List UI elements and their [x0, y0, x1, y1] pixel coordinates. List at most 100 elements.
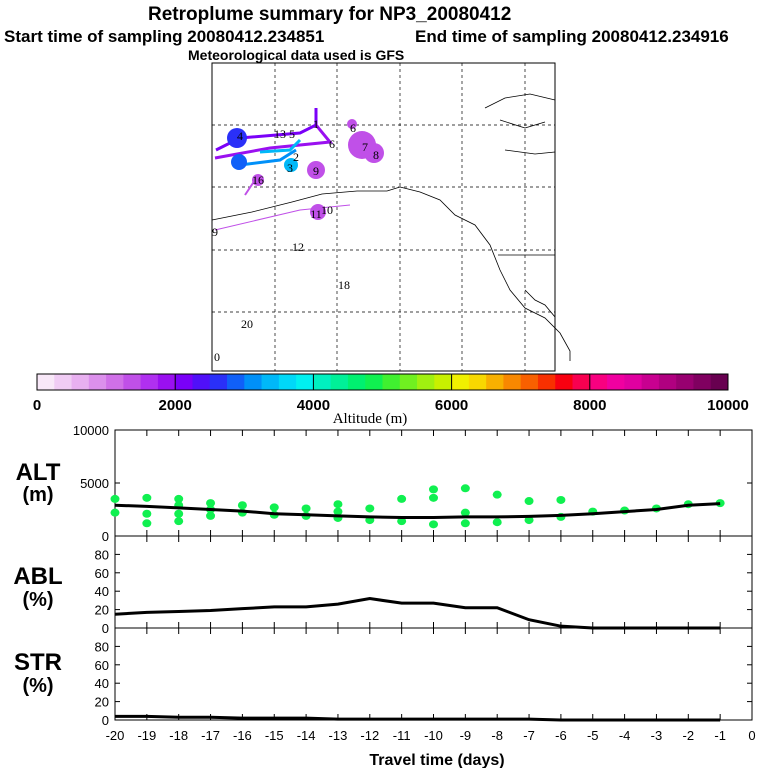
- altitude-cluster-point: [429, 520, 438, 529]
- altitude-cluster-point: [460, 508, 470, 517]
- alt-panel-frame: [114, 429, 753, 537]
- colorbar-swatch: [106, 374, 124, 390]
- altitude-cluster-point: [524, 516, 534, 525]
- y-tick-label: 60: [95, 658, 109, 673]
- x-tick-label: -5: [587, 728, 599, 743]
- end-time-label: End time of sampling 20080412.234916: [415, 27, 729, 46]
- trajectory-line: [239, 148, 297, 167]
- alt-series-line: [114, 502, 721, 519]
- day-marker: 16: [252, 173, 264, 187]
- colorbar-swatch: [140, 374, 159, 390]
- plume-blob: [347, 119, 357, 129]
- altitude-colorbar: [36, 373, 729, 391]
- x-tick-label: -19: [137, 728, 156, 743]
- altitude-cluster-point: [301, 504, 311, 513]
- met-data-label: Meteorological data used is GFS: [188, 47, 405, 63]
- plume-blob: [284, 158, 298, 172]
- day-marker: 3: [287, 161, 293, 175]
- colorbar-swatch: [54, 374, 72, 390]
- plume-blob: [227, 128, 247, 148]
- altitude-cluster-point: [397, 517, 407, 526]
- colorbar-swatch: [710, 374, 729, 390]
- colorbar-swatch: [417, 374, 435, 390]
- colorbar-swatch: [693, 374, 712, 390]
- colorbar-swatch: [399, 374, 418, 390]
- day-marker: 12: [292, 240, 304, 254]
- day-marker: 9: [313, 164, 319, 178]
- altitude-cluster-point: [429, 485, 438, 494]
- abl-label: ABL: [13, 563, 62, 590]
- x-tick-label: -15: [265, 728, 284, 743]
- day-marker: 1: [313, 117, 319, 131]
- y-tick-label: 80: [95, 639, 109, 654]
- colorbar-swatch: [520, 374, 539, 390]
- altitude-cluster-point: [492, 490, 502, 499]
- str-panel-frame: [114, 627, 753, 721]
- altitude-cluster-point: [206, 511, 216, 520]
- str-unit: (%): [22, 675, 53, 697]
- plume-blob: [307, 161, 325, 179]
- str-series-line: [115, 714, 721, 722]
- day-marker: 6: [329, 137, 335, 151]
- colorbar-swatch: [451, 374, 470, 390]
- abl-panel-frame: [114, 535, 753, 629]
- colorbar-title: Altitude (m): [333, 411, 408, 427]
- x-tick-label: -7: [523, 728, 535, 743]
- plume-blob: [252, 174, 264, 186]
- colorbar-swatch: [296, 374, 314, 390]
- y-tick-label: 0: [102, 713, 109, 728]
- colorbar-swatch: [88, 374, 107, 390]
- plume-blob: [310, 204, 326, 220]
- colorbar-swatch: [123, 374, 142, 390]
- day-marker: 2: [293, 150, 299, 164]
- colorbar-swatch: [175, 374, 193, 390]
- day-marker: 20: [241, 317, 253, 331]
- x-tick-label: 0: [748, 728, 755, 743]
- altitude-cluster-point: [365, 504, 375, 513]
- colorbar-swatch: [503, 374, 522, 390]
- y-tick-label: 80: [95, 547, 109, 562]
- day-marker: 7: [362, 140, 368, 154]
- y-tick-label: 20: [95, 603, 109, 618]
- altitude-cluster-point: [237, 501, 247, 510]
- x-tick-label: -6: [555, 728, 567, 743]
- day-marker: 8: [373, 148, 379, 162]
- altitude-cluster-point: [460, 519, 470, 528]
- colorbar-tick-label: 10000: [707, 397, 749, 414]
- colorbar-swatch: [382, 374, 401, 390]
- colorbar-tick-label: 4000: [297, 397, 330, 414]
- x-tick-label: -16: [233, 728, 252, 743]
- altitude-cluster-point: [397, 494, 407, 503]
- alt-unit: (m): [22, 484, 53, 506]
- colorbar-tick-label: 2000: [159, 397, 192, 414]
- colorbar-swatch: [468, 374, 487, 390]
- altitude-cluster-point: [142, 509, 152, 518]
- colorbar-swatch: [244, 374, 262, 390]
- altitude-cluster-point: [429, 493, 438, 502]
- colorbar-swatch: [434, 374, 452, 390]
- altitude-cluster-point: [142, 519, 152, 528]
- colorbar-swatch: [641, 374, 660, 390]
- start-time-label: Start time of sampling 20080412.234851: [4, 27, 325, 46]
- y-tick-label: 5000: [80, 476, 109, 491]
- y-tick-label: 0: [102, 529, 109, 544]
- colorbar-swatch: [607, 374, 625, 390]
- colorbar-swatch: [192, 374, 211, 390]
- altitude-cluster-point: [269, 503, 279, 512]
- day-marker: 4: [237, 129, 243, 143]
- colorbar-swatch: [624, 374, 643, 390]
- x-tick-label: -8: [491, 728, 503, 743]
- colorbar-tick-label: 8000: [573, 397, 606, 414]
- x-tick-label: -4: [619, 728, 631, 743]
- day-marker: 18: [338, 278, 350, 292]
- colorbar-swatch: [157, 374, 176, 390]
- x-tick-label: -1: [714, 728, 726, 743]
- altitude-cluster-point: [142, 493, 152, 502]
- abl-unit: (%): [22, 589, 53, 611]
- plume-blob: [364, 143, 384, 163]
- altitude-cluster-point: [492, 518, 502, 527]
- y-tick-label: 40: [95, 676, 109, 691]
